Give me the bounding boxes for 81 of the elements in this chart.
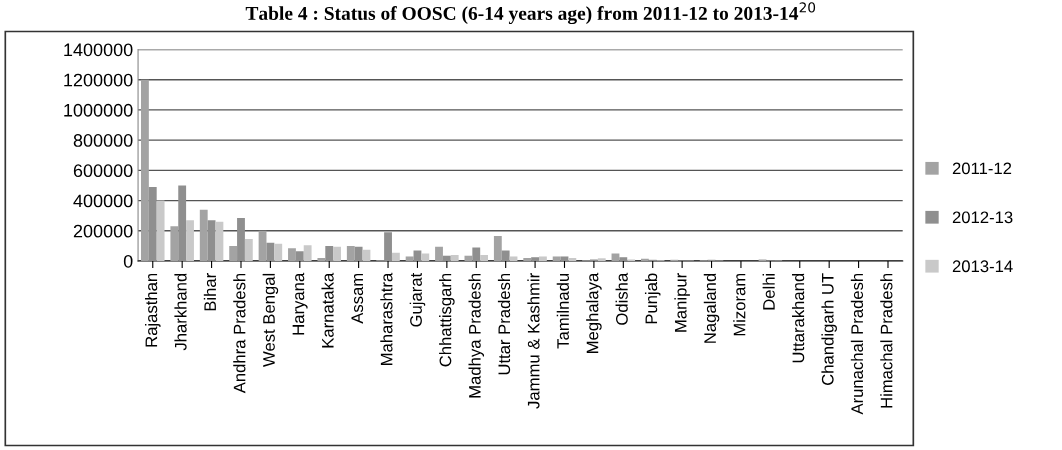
- bar: [288, 248, 296, 261]
- y-tick-label: 800000: [73, 134, 133, 147]
- x-tick-label: Gujarat: [409, 272, 426, 327]
- bar: [391, 252, 400, 261]
- bar: [480, 254, 489, 261]
- bar: [413, 250, 422, 261]
- bar: [354, 246, 363, 261]
- x-tick-label: Odisha: [615, 272, 628, 325]
- bar: [531, 257, 540, 261]
- y-tick-label: 400000: [73, 194, 133, 208]
- x-tick-label: Jammu & Kashmir: [527, 273, 540, 409]
- x-tick-label: Arunachal Pradesh: [850, 273, 864, 415]
- bar: [472, 247, 481, 261]
- x-tick-label: Andhra Pradesh: [233, 273, 246, 394]
- x-tick-label: Karnataka: [321, 272, 334, 348]
- x-tick-label: Mizoram: [733, 273, 746, 336]
- bar: [384, 232, 392, 261]
- bar: [560, 256, 569, 261]
- x-tick-label: Jharkhand: [174, 273, 187, 351]
- y-tick-label: 1200000: [64, 73, 133, 87]
- bar: [539, 256, 547, 261]
- x-tick-label: Himachal Pradesh: [880, 273, 893, 408]
- bar: [186, 220, 194, 261]
- bar: [244, 239, 253, 261]
- bar: [148, 186, 157, 261]
- x-tick-label: Chandigarh UT: [821, 273, 837, 385]
- bar: [435, 246, 443, 261]
- bar: [295, 251, 304, 261]
- x-tick-label: Meghalaya: [586, 272, 602, 353]
- x-tick-label: Bihar: [203, 273, 217, 311]
- bar: [274, 243, 283, 261]
- x-tick-label: Maharashtra: [380, 272, 393, 365]
- x-tick-label: West Bengal: [262, 273, 279, 367]
- x-tick-label: Chhattisgarh: [439, 273, 455, 367]
- legend-label: 2011-12: [952, 162, 1012, 175]
- chart-title: Table 4 : Status of OOSC (6-14 years age) from 2011-12 to 2013-14$^{20}$: [245, 2, 816, 25]
- x-tick-label: Rajasthan: [145, 273, 161, 347]
- bar: [597, 258, 606, 261]
- bar: [325, 245, 334, 261]
- bar: [619, 257, 628, 261]
- y-tick-label: 200000: [73, 224, 133, 238]
- y-tick-label: 600000: [73, 164, 133, 178]
- bar: [156, 200, 165, 261]
- x-tick-label: Nagaland: [703, 273, 720, 343]
- y-tick-label: 1400000: [64, 43, 133, 57]
- bar: [501, 250, 510, 261]
- bar: [229, 245, 238, 261]
- bar: [333, 246, 341, 261]
- x-tick-label: Tamilnadu: [556, 273, 569, 349]
- bar: [509, 256, 518, 261]
- bar: [450, 254, 459, 261]
- bar: [552, 256, 561, 261]
- bar: [207, 220, 216, 261]
- x-tick-label: Assam: [351, 273, 364, 324]
- x-tick-label: Punjab: [644, 273, 661, 324]
- x-tick-label: Delhi: [762, 273, 775, 310]
- bar: [141, 79, 149, 261]
- legend-label: 2012-13: [952, 211, 1013, 224]
- bar: [317, 257, 326, 261]
- x-tick-label: Haryana: [292, 272, 308, 335]
- bar: [199, 209, 208, 261]
- x-tick-label: Uttarakhand: [792, 273, 805, 363]
- bar: [405, 256, 414, 261]
- bar: [611, 253, 620, 261]
- legend-label: 2013-14: [952, 260, 1013, 273]
- bar: [442, 255, 451, 261]
- bar: [303, 245, 312, 261]
- bar: [568, 257, 577, 261]
- y-tick-label: 0: [123, 254, 133, 268]
- x-tick-label: Madhya Pradesh: [468, 273, 485, 398]
- y-tick-label: 1000000: [64, 103, 133, 117]
- x-tick-label: Uttar Pradesh: [497, 273, 511, 375]
- bar: [178, 185, 187, 261]
- bar: [237, 217, 245, 261]
- bar: [346, 245, 355, 261]
- bar: [493, 236, 502, 261]
- x-tick-label: Manipur: [674, 273, 690, 332]
- bar: [523, 257, 532, 261]
- bar: [421, 253, 430, 261]
- bar: [266, 242, 275, 261]
- bar: [170, 226, 179, 261]
